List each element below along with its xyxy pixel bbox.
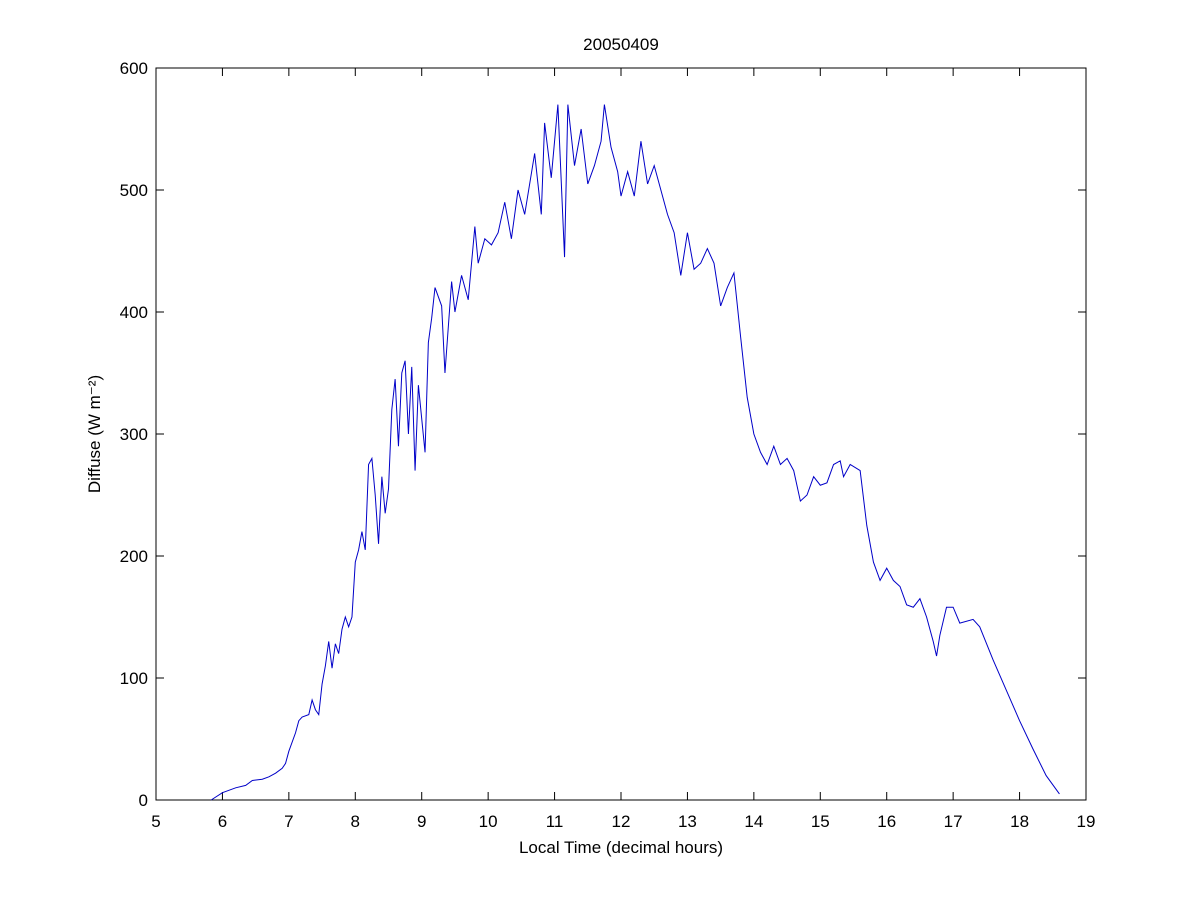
x-tick-label: 13 (678, 812, 697, 831)
y-tick-label: 600 (120, 59, 148, 78)
y-tick-label: 100 (120, 669, 148, 688)
y-tick-label: 200 (120, 547, 148, 566)
x-tick-label: 10 (479, 812, 498, 831)
x-tick-label: 16 (877, 812, 896, 831)
x-tick-label: 6 (218, 812, 227, 831)
x-tick-label: 17 (944, 812, 963, 831)
y-tick-label: 500 (120, 181, 148, 200)
x-tick-label: 12 (612, 812, 631, 831)
x-tick-label: 14 (744, 812, 763, 831)
x-tick-label: 11 (546, 812, 564, 831)
x-tick-label: 15 (811, 812, 830, 831)
x-axis-label: Local Time (decimal hours) (519, 838, 723, 857)
y-tick-label: 300 (120, 425, 148, 444)
y-tick-label: 0 (139, 791, 148, 810)
y-axis-label: Diffuse (W m⁻²) (85, 375, 104, 493)
x-tick-label: 19 (1077, 812, 1096, 831)
x-tick-label: 9 (417, 812, 426, 831)
y-tick-label: 400 (120, 303, 148, 322)
data-line (210, 104, 1060, 801)
x-tick-label: 18 (1010, 812, 1029, 831)
chart-title: 20050409 (583, 35, 659, 54)
x-tick-label: 7 (284, 812, 293, 831)
x-tick-label: 8 (351, 812, 360, 831)
x-tick-label: 5 (151, 812, 160, 831)
